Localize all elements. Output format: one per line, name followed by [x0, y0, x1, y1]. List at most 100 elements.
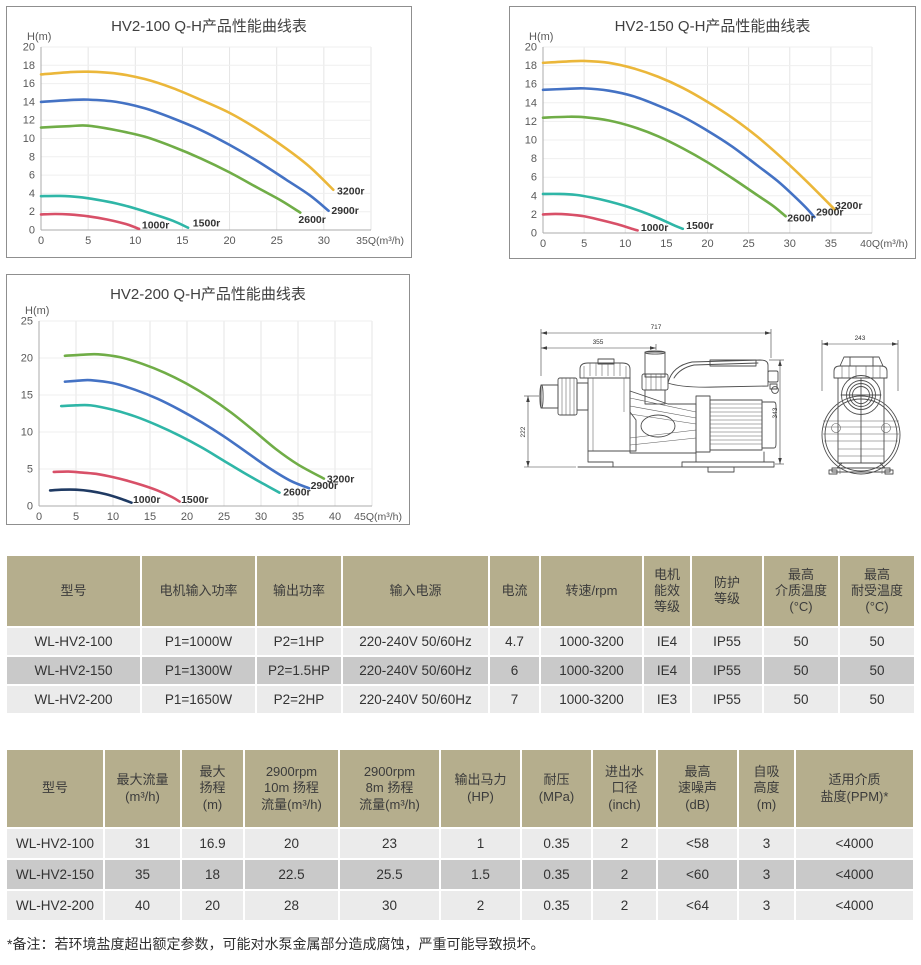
chart-title: HV2-150 Q-H产品性能曲线表: [615, 18, 811, 35]
curve-label-2600r: 2600r: [298, 214, 325, 226]
table-header-cell: 电流: [490, 556, 539, 626]
x-tick-label: 0: [36, 511, 42, 523]
table-cell: IE4: [644, 657, 690, 684]
curve-label-3200r: 3200r: [835, 200, 862, 212]
x-tick-label: 25: [271, 235, 283, 247]
table-header-cell: 转速/rpm: [541, 556, 642, 626]
x-tick-label: 15: [144, 511, 156, 523]
x-tick-label-with-unit: 40Q(m³/h): [860, 238, 908, 250]
pump-front-view: [821, 356, 901, 475]
spec-table-hydraulic: 型号 最大流量 (m³/h) 最大 扬程 (m) 2900rpm 10m 扬程 流量(…: [7, 750, 914, 920]
x-tick-label: 5: [73, 511, 79, 523]
x-tick-label: 0: [38, 235, 44, 247]
table-header-cell: 电机输入功率: [142, 556, 255, 626]
curve-label-1000r: 1000r: [641, 222, 668, 234]
x-tick-label: 20: [181, 511, 193, 523]
curve-label-1500r: 1500r: [181, 494, 208, 506]
table-cell: P2=2HP: [257, 686, 341, 713]
table-cell: <4000: [796, 829, 913, 858]
table-cell: 3: [739, 829, 794, 858]
x-tick-label: 5: [85, 235, 91, 247]
table-cell: IP55: [692, 657, 762, 684]
curve-1000r: [39, 212, 141, 231]
y-tick-label: 14: [23, 96, 35, 108]
dim-label-222: 222: [520, 426, 527, 437]
table-cell: 2: [593, 891, 656, 920]
x-tick-label: 15: [176, 235, 188, 247]
chart-hv2-100: HV2-100 Q-H产品性能曲线表 0 2 4 6 8 10 12 14 16 18 20 H(m) 0…: [6, 6, 412, 258]
dim-label-243: 243: [855, 335, 866, 342]
y-tick-label: 16: [525, 79, 537, 91]
table-cell: IE4: [644, 628, 690, 655]
dim-label-717: 717: [651, 324, 662, 331]
table-cell: 30: [340, 891, 439, 920]
y-tick-label: 10: [23, 133, 35, 145]
table-cell: 6: [490, 657, 539, 684]
y-tick-label: 0: [531, 228, 537, 240]
y-axis-title: H(m): [27, 31, 51, 43]
table-cell: 2: [593, 860, 656, 889]
x-tick-label: 25: [218, 511, 230, 523]
table-cell: 50: [764, 628, 838, 655]
table-cell: 0.35: [522, 891, 591, 920]
table-header-cell: 2900rpm 10m 扬程 流量(m³/h): [245, 750, 338, 827]
table-cell: WL-HV2-200: [7, 686, 140, 713]
chart-hv2-200: HV2-200 Q-H产品性能曲线表 0 5 10 15 20 25 H(m) 0 5 10 15 20…: [6, 274, 410, 525]
table-header-cell: 适用介质 盐度(PPM)*: [796, 750, 913, 827]
table-cell: 1: [441, 829, 520, 858]
table-cell: WL-HV2-150: [7, 657, 140, 684]
table-cell: P1=1300W: [142, 657, 255, 684]
chart-hv2-150-canvas: HV2-150 Q-H产品性能曲线表02468101214161820H(m)0…: [525, 18, 908, 250]
table-cell: 1000-3200: [541, 628, 642, 655]
curve-label-2900r: 2900r: [311, 480, 338, 492]
y-tick-label: 8: [29, 151, 35, 163]
curve-label-1500r: 1500r: [686, 220, 713, 232]
spec-table-electrical: 型号 电机输入功率 输出功率 输入电源 电流 转速/rpm 电机 能效 等级 防护 等级 最高 …: [7, 556, 914, 713]
dim-343: 343: [769, 359, 784, 465]
table-cell: WL-HV2-100: [7, 829, 103, 858]
y-tick-label: 12: [525, 116, 537, 128]
dim-243: 243: [821, 335, 899, 391]
y-tick-label: 0: [27, 501, 33, 513]
y-tick-label: 20: [23, 42, 35, 54]
x-tick-label: 30: [318, 235, 330, 247]
x-tick-label: 5: [581, 238, 587, 250]
table-cell: 35: [105, 860, 180, 889]
curve-label-1000r: 1000r: [142, 220, 169, 232]
dim-717: 717: [540, 324, 772, 376]
table-header-cell: 最高 介质温度 (°C): [764, 556, 838, 626]
table-cell: 2: [441, 891, 520, 920]
table-cell: 20: [245, 829, 338, 858]
curve-label-2900r: 2900r: [331, 205, 358, 217]
y-tick-label: 6: [531, 172, 537, 184]
table-cell: IE3: [644, 686, 690, 713]
curve-1500r: [52, 470, 181, 503]
curve-1500r: [541, 192, 685, 231]
table-cell: 28: [245, 891, 338, 920]
table-cell: 2: [593, 829, 656, 858]
x-tick-label: 10: [129, 235, 141, 247]
table-cell: 220-240V 50/60Hz: [343, 628, 488, 655]
table-header-cell: 电机 能效 等级: [644, 556, 690, 626]
footnote: *备注：若环境盐度超出额定参数，可能对水泵金属部分造成腐蚀，严重可能导致损坏。: [7, 936, 545, 952]
curve-label-1500r: 1500r: [193, 217, 220, 229]
x-tick-label: 35: [825, 238, 837, 250]
curve-3200r: [541, 59, 837, 212]
table-cell: 3: [739, 860, 794, 889]
table-cell: 50: [840, 628, 914, 655]
table-cell: 220-240V 50/60Hz: [343, 657, 488, 684]
curve-1000r: [541, 212, 639, 232]
table-cell: 1000-3200: [541, 686, 642, 713]
x-tick-label-with-unit: 45Q(m³/h): [354, 511, 402, 523]
table-header-cell: 自吸 高度 (m): [739, 750, 794, 827]
y-tick-label: 14: [525, 97, 537, 109]
dim-355: 355: [541, 339, 657, 350]
x-tick-label: 10: [107, 511, 119, 523]
x-tick-label: 25: [743, 238, 755, 250]
y-tick-label: 18: [23, 60, 35, 72]
pump-side-view: [539, 350, 779, 473]
table-header-cell: 最高 耐受温度 (°C): [840, 556, 914, 626]
y-tick-label: 4: [531, 190, 537, 202]
table-cell: 4.7: [490, 628, 539, 655]
table-header-cell: 2900rpm 8m 扬程 流量(m³/h): [340, 750, 439, 827]
